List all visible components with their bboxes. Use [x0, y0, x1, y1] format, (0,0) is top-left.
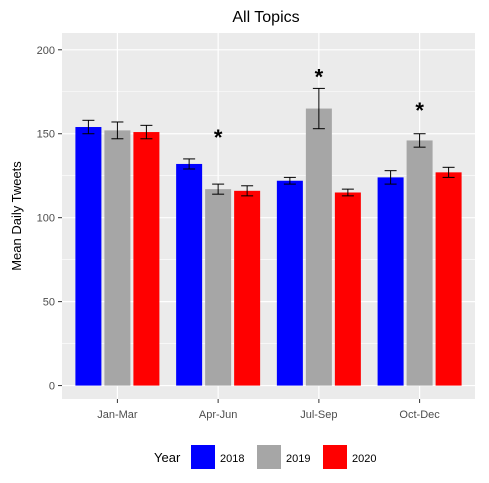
significance-marker: *	[214, 125, 223, 150]
plot-panel	[62, 33, 475, 399]
legend-title: Year	[154, 450, 181, 465]
bar	[377, 177, 404, 386]
error-bars	[82, 87, 455, 197]
x-tick-label: Oct-Dec	[399, 409, 440, 421]
significance-marker: *	[315, 65, 324, 90]
y-tick-label: 150	[37, 129, 55, 141]
y-axis-title: Mean Daily Tweets	[9, 161, 24, 271]
legend-key	[323, 445, 347, 469]
bars	[75, 108, 462, 386]
bar	[176, 163, 203, 386]
y-tick-label: 50	[43, 297, 55, 309]
x-axis: Jan-Mar Apr-Jun Jul-Sep Oct-Dec	[97, 399, 440, 421]
x-tick-label: Jan-Mar	[97, 409, 138, 421]
x-tick-label: Jul-Sep	[300, 409, 337, 421]
bar	[133, 132, 160, 386]
legend-label: 2018	[220, 453, 244, 465]
y-tick-label: 200	[37, 45, 55, 57]
y-axis: 0 50 100 150 200	[37, 45, 62, 393]
y-tick-label: 100	[37, 213, 55, 225]
bar	[305, 108, 332, 386]
chart-title: All Topics	[232, 9, 299, 26]
bar	[435, 172, 462, 386]
legend-label: 2020	[352, 453, 376, 465]
bar	[104, 130, 131, 386]
bar	[75, 127, 102, 386]
legend-label: 2019	[286, 453, 310, 465]
bar	[205, 189, 232, 386]
bar	[234, 190, 261, 386]
annotations: * * *	[214, 65, 424, 150]
bar	[406, 140, 433, 386]
legend: Year 2018 2019 2020	[154, 445, 376, 469]
significance-marker: *	[415, 98, 424, 123]
bar	[334, 192, 361, 386]
x-tick-label: Apr-Jun	[199, 409, 238, 421]
y-tick-label: 0	[49, 381, 55, 393]
bar	[276, 180, 303, 386]
legend-key	[257, 445, 281, 469]
legend-key	[191, 445, 215, 469]
